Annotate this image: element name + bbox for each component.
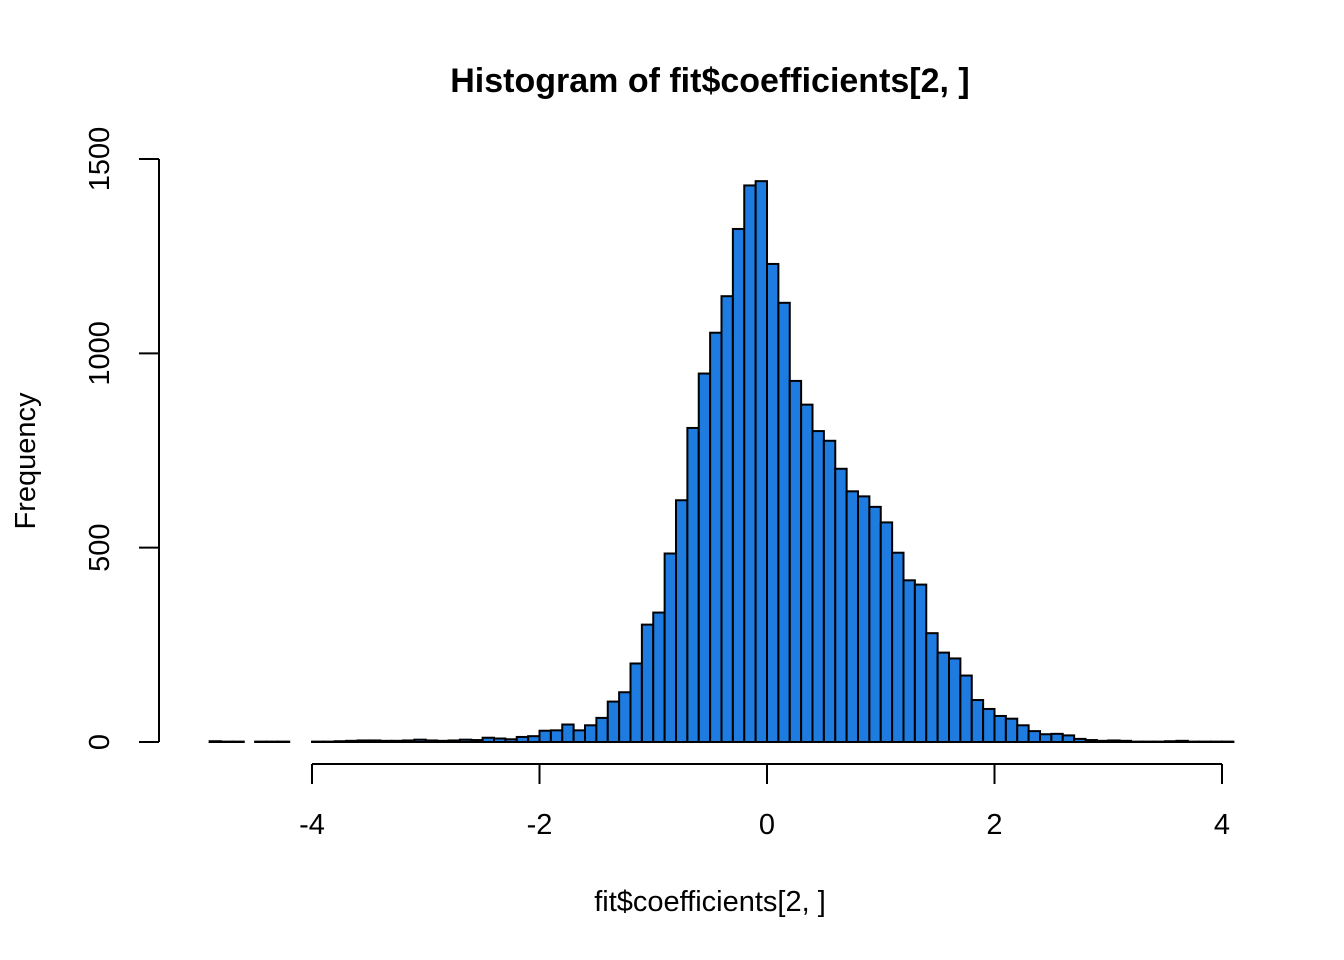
histogram-bar	[1061, 734, 1076, 744]
x-tick-label: 0	[759, 809, 775, 841]
histogram-bar	[538, 729, 552, 743]
y-tick-label: 500	[84, 523, 116, 571]
histogram-bar	[891, 551, 905, 743]
histogram-bar	[436, 739, 450, 744]
y-axis: 0 500 1000 1500	[84, 127, 160, 750]
histogram-bar	[879, 521, 894, 744]
histogram-bar	[913, 583, 928, 744]
histogram-bar	[1016, 724, 1030, 743]
histogram-bar	[720, 295, 734, 743]
histogram-bar	[959, 674, 973, 743]
histogram-bar	[390, 739, 404, 744]
histogram-bar	[402, 739, 416, 744]
histogram-bar	[549, 729, 564, 744]
histogram-bar	[1107, 739, 1121, 744]
histogram-bar	[470, 739, 484, 743]
chart-title: Histogram of fit$coefficients[2, ]	[450, 62, 970, 100]
histogram-bar	[1050, 732, 1064, 744]
histogram-bar	[1118, 739, 1133, 744]
x-axis-label: fit$coefficients[2, ]	[594, 886, 826, 918]
histogram-bar	[584, 724, 598, 743]
histogram-bar	[458, 738, 473, 743]
x-tick-label: -2	[527, 809, 553, 841]
histogram-bar	[743, 184, 757, 743]
histogram-bar	[527, 735, 541, 743]
histogram-bar	[424, 739, 439, 744]
x-tick-label: 2	[986, 809, 1002, 841]
histogram-bar	[754, 180, 769, 743]
x-tick-label: -4	[299, 809, 325, 841]
histogram-bar	[572, 729, 587, 744]
histogram-bar	[777, 301, 791, 743]
histogram-bar	[845, 490, 860, 743]
histogram-bar	[868, 505, 882, 743]
y-axis-label: Frequency	[10, 392, 42, 530]
histogram-bar	[982, 707, 996, 744]
histogram-bar	[379, 739, 393, 744]
y-tick-label: 0	[84, 734, 116, 750]
histogram-bar	[447, 739, 461, 744]
histogram-bar	[936, 651, 951, 743]
histogram-bar	[697, 372, 712, 743]
histogram-bar	[766, 262, 780, 743]
histogram-bar	[345, 739, 359, 744]
histogram-bar	[493, 737, 507, 743]
histogram-bar	[629, 662, 643, 743]
histogram-bar	[1039, 733, 1053, 743]
histogram-bar	[413, 738, 427, 743]
histogram-bar	[1164, 740, 1178, 743]
histogram-bar	[1073, 737, 1087, 744]
histogram-bar	[709, 331, 723, 743]
x-tick-label: 4	[1214, 809, 1230, 841]
histogram-bar	[504, 738, 518, 744]
histogram-bar	[515, 735, 530, 744]
histogram-bar	[1095, 739, 1110, 744]
histogram-bar	[948, 657, 962, 743]
histogram-bar	[356, 739, 370, 744]
histogram-bar	[788, 379, 803, 743]
y-tick-label: 1000	[84, 321, 116, 386]
histogram-bar	[993, 714, 1007, 744]
histogram-bar	[208, 740, 223, 743]
histogram-bar	[481, 736, 496, 743]
histogram-bar	[595, 716, 609, 744]
histogram-bar	[1175, 739, 1189, 744]
histogram-bar	[663, 552, 678, 743]
histogram-bar	[902, 579, 916, 743]
x-axis: -4 -2 0 2 4	[299, 763, 1230, 841]
histogram-bar	[618, 691, 632, 743]
histogram-bar	[652, 611, 666, 743]
histogram-bar	[640, 623, 655, 743]
histogram-bar	[800, 403, 814, 743]
histogram-bar	[731, 227, 746, 743]
histogram-bar	[1027, 730, 1042, 743]
histogram-bar	[822, 439, 837, 743]
histogram-bar	[1004, 717, 1019, 743]
histogram-bar	[561, 723, 575, 744]
histogram-bar	[811, 430, 825, 743]
histogram-bar	[925, 632, 939, 743]
histogram-bar	[686, 426, 700, 743]
histogram-bars	[208, 180, 1235, 744]
histogram-bar	[1084, 739, 1098, 743]
histogram-bar	[970, 699, 985, 744]
histogram-bar	[857, 495, 871, 743]
histogram-bar	[675, 499, 689, 743]
histogram-bar	[367, 739, 382, 744]
y-tick-label: 1500	[84, 127, 116, 192]
histogram-bar	[834, 467, 848, 743]
histogram-bar	[333, 740, 348, 743]
histogram-bar	[606, 700, 621, 744]
